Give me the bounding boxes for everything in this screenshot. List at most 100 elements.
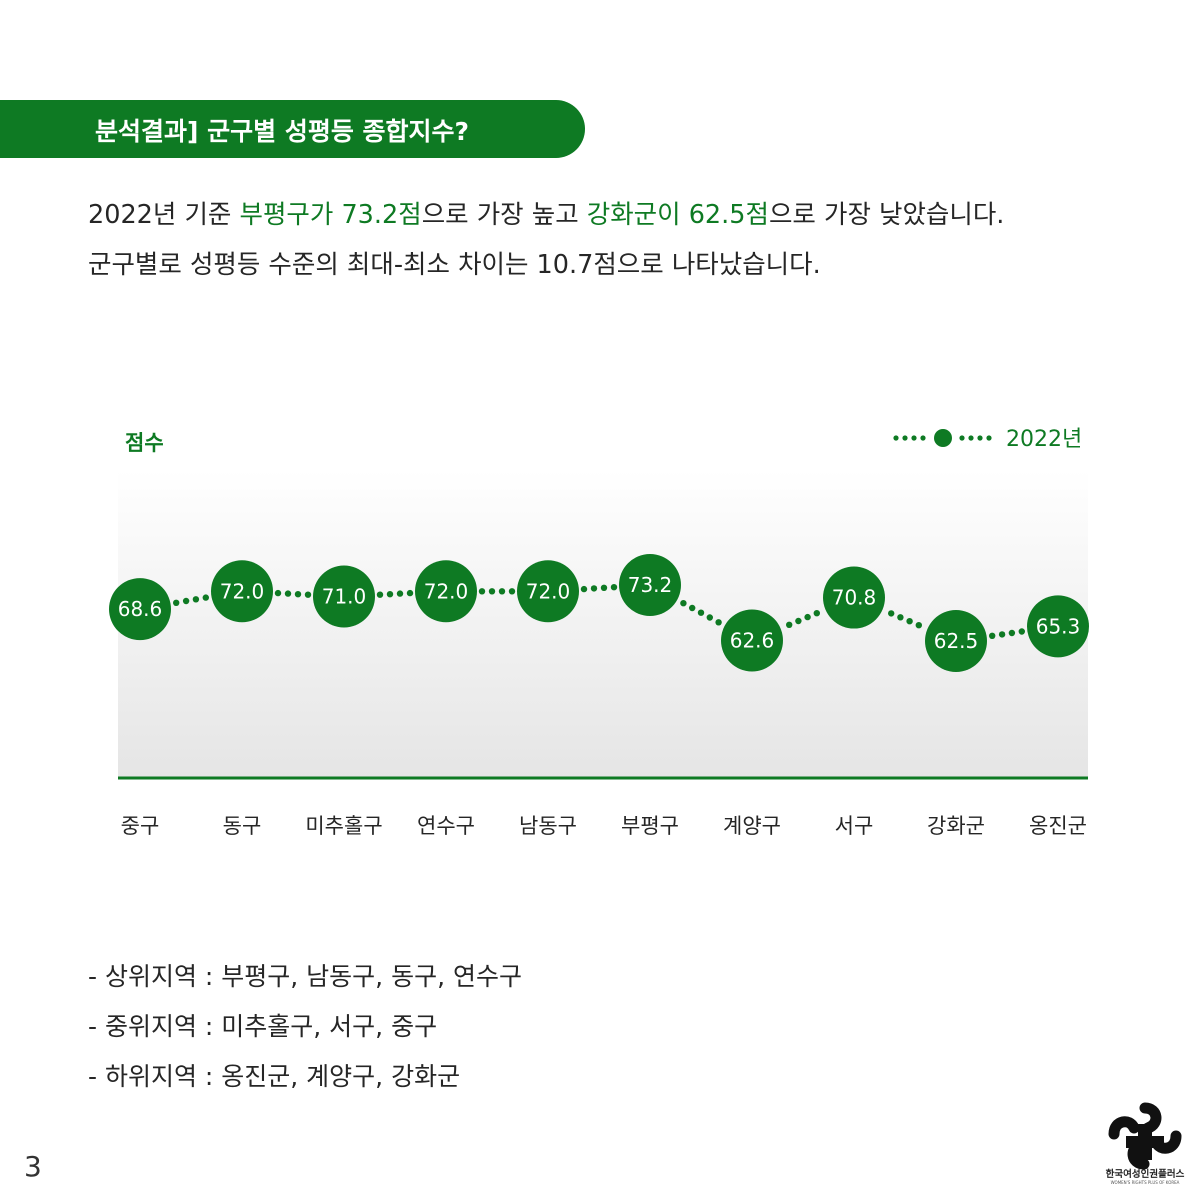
line-dot [786,621,793,628]
data-point-6: 73.2 [619,554,681,616]
line-dot [488,588,496,595]
line-dot [1008,629,1016,637]
line-dot [989,632,996,639]
line-dot [498,588,506,595]
line-dot [406,589,414,597]
data-label: 70.8 [832,586,877,610]
legend-dot [986,435,992,441]
line-dot [284,590,292,597]
series-markers: 68.6 72.0 71.0 72.0 72.0 73.2 62.6 70.8 62.5 65.3 [109,554,1089,672]
line-dot [580,585,588,593]
data-label: 72.0 [424,579,469,603]
x-axis-labels: 중구 동구 미추홀구 연수구 남동구 부평구 계양구 서구 강화군 옹진군 [121,814,1087,838]
data-point-2: 72.0 [211,560,273,623]
summary-line-1: 2022년 기준 부평구가 73.2점으로 가장 높고 강화군이 62.5점으로… [88,190,1168,240]
x-tick-label: 강화군 [927,814,985,838]
line-dot [998,631,1006,638]
legend-dot [902,435,908,441]
line-dot [897,614,904,621]
data-label: 65.3 [1036,614,1081,638]
line-dot [376,591,384,598]
logo-subtitle: WOMEN'S RIGHTS PLUS OF KOREA [1110,1180,1180,1185]
line-dot [915,622,922,629]
data-point-marker [619,554,681,616]
summary-text-part: 으로 가장 높고 [421,200,587,230]
line-chart: 점수 2022년 68.6 72.0 71.0 72.0 72.0 73.2 62.6 70.… [109,427,1089,838]
data-point-4: 72.0 [415,560,477,623]
x-tick-label: 동구 [223,814,262,838]
data-label: 72.0 [220,579,265,603]
data-label: 72.0 [526,579,571,603]
line-dot [182,597,190,605]
line-dot [888,610,895,617]
line-dot [610,584,618,591]
summary-highlight-lowest: 강화군이 62.5점 [586,200,769,230]
legend-dot [893,435,899,441]
data-point-marker [415,560,477,623]
line-dot [680,600,687,607]
line-dot [804,613,811,621]
summary-highlight-highest: 부평구가 73.2점 [239,200,422,230]
x-tick-label: 옹진군 [1029,814,1087,838]
plot-area-background [118,470,1088,778]
bullet-top-regions: - 상위지역 : 부평구, 남동구, 동구, 연수구 [88,962,522,991]
data-label: 62.5 [934,629,979,653]
data-label: 73.2 [628,573,673,597]
x-tick-label: 서구 [835,814,874,838]
legend-dot [959,435,965,441]
line-dot [386,591,394,598]
data-point-marker [925,610,987,672]
data-point-9: 62.5 [925,610,987,672]
data-point-marker [211,560,273,623]
line-dot [396,590,404,597]
summary-text: 2022년 기준 부평구가 73.2점으로 가장 높고 강화군이 62.5점으로… [88,190,1168,290]
data-label: 62.6 [730,628,775,652]
line-dot [906,618,913,625]
summary-text-part: 2022년 기준 [88,200,240,230]
data-point-8: 70.8 [823,566,885,629]
x-tick-label: 남동구 [519,814,577,838]
data-label: 68.6 [118,597,163,621]
line-dot [294,591,302,598]
series-dotted-line [173,584,1025,639]
cross-knot-logo-icon [1108,1102,1182,1170]
legend-line-marker [893,429,992,447]
line-dot [478,588,486,595]
line-dot [274,589,282,597]
data-point-marker [109,578,171,641]
legend-dot [911,435,917,441]
line-dot [202,594,209,601]
data-label: 71.0 [322,585,367,609]
data-point-3: 71.0 [313,565,375,628]
bullet-bottom-regions: - 하위지역 : 옹진군, 계양구, 강화군 [88,1062,461,1091]
line-dot [590,585,598,592]
y-axis-label: 점수 [125,431,164,455]
data-point-marker [313,565,375,628]
line-dot [795,617,802,625]
data-point-marker [517,560,579,623]
line-dot [173,599,180,606]
line-dot [192,596,200,603]
x-tick-label: 연수구 [417,814,475,838]
line-dot [697,609,705,616]
header-banner: 분석결과] 군구별 성평등 종합지수? [0,100,585,158]
line-dot [813,610,820,617]
data-point-5: 72.0 [517,560,579,623]
logo-name: 한국여성인권플러스 [1105,1169,1185,1180]
data-point-10: 65.3 [1027,595,1089,658]
line-dot [304,591,312,598]
line-dot [508,588,516,595]
bullet-middle-regions: - 중위지역 : 미추홀구, 서구, 중구 [88,1012,438,1041]
legend-label: 2022년 [1006,427,1082,452]
line-dot [715,619,722,626]
x-tick-label: 부평구 [621,814,679,838]
summary-text-part: 으로 가장 낮았습니다. [768,200,1005,230]
line-dot [600,584,608,591]
data-point-marker [823,566,885,629]
data-point-marker [1027,595,1089,658]
data-point-marker [721,609,783,672]
summary-line-2: 군구별로 성평등 수준의 최대-최소 차이는 10.7점으로 나타났습니다. [88,250,821,280]
x-tick-label: 중구 [121,814,160,838]
legend-dot [968,435,974,441]
legend-dot [977,435,983,441]
